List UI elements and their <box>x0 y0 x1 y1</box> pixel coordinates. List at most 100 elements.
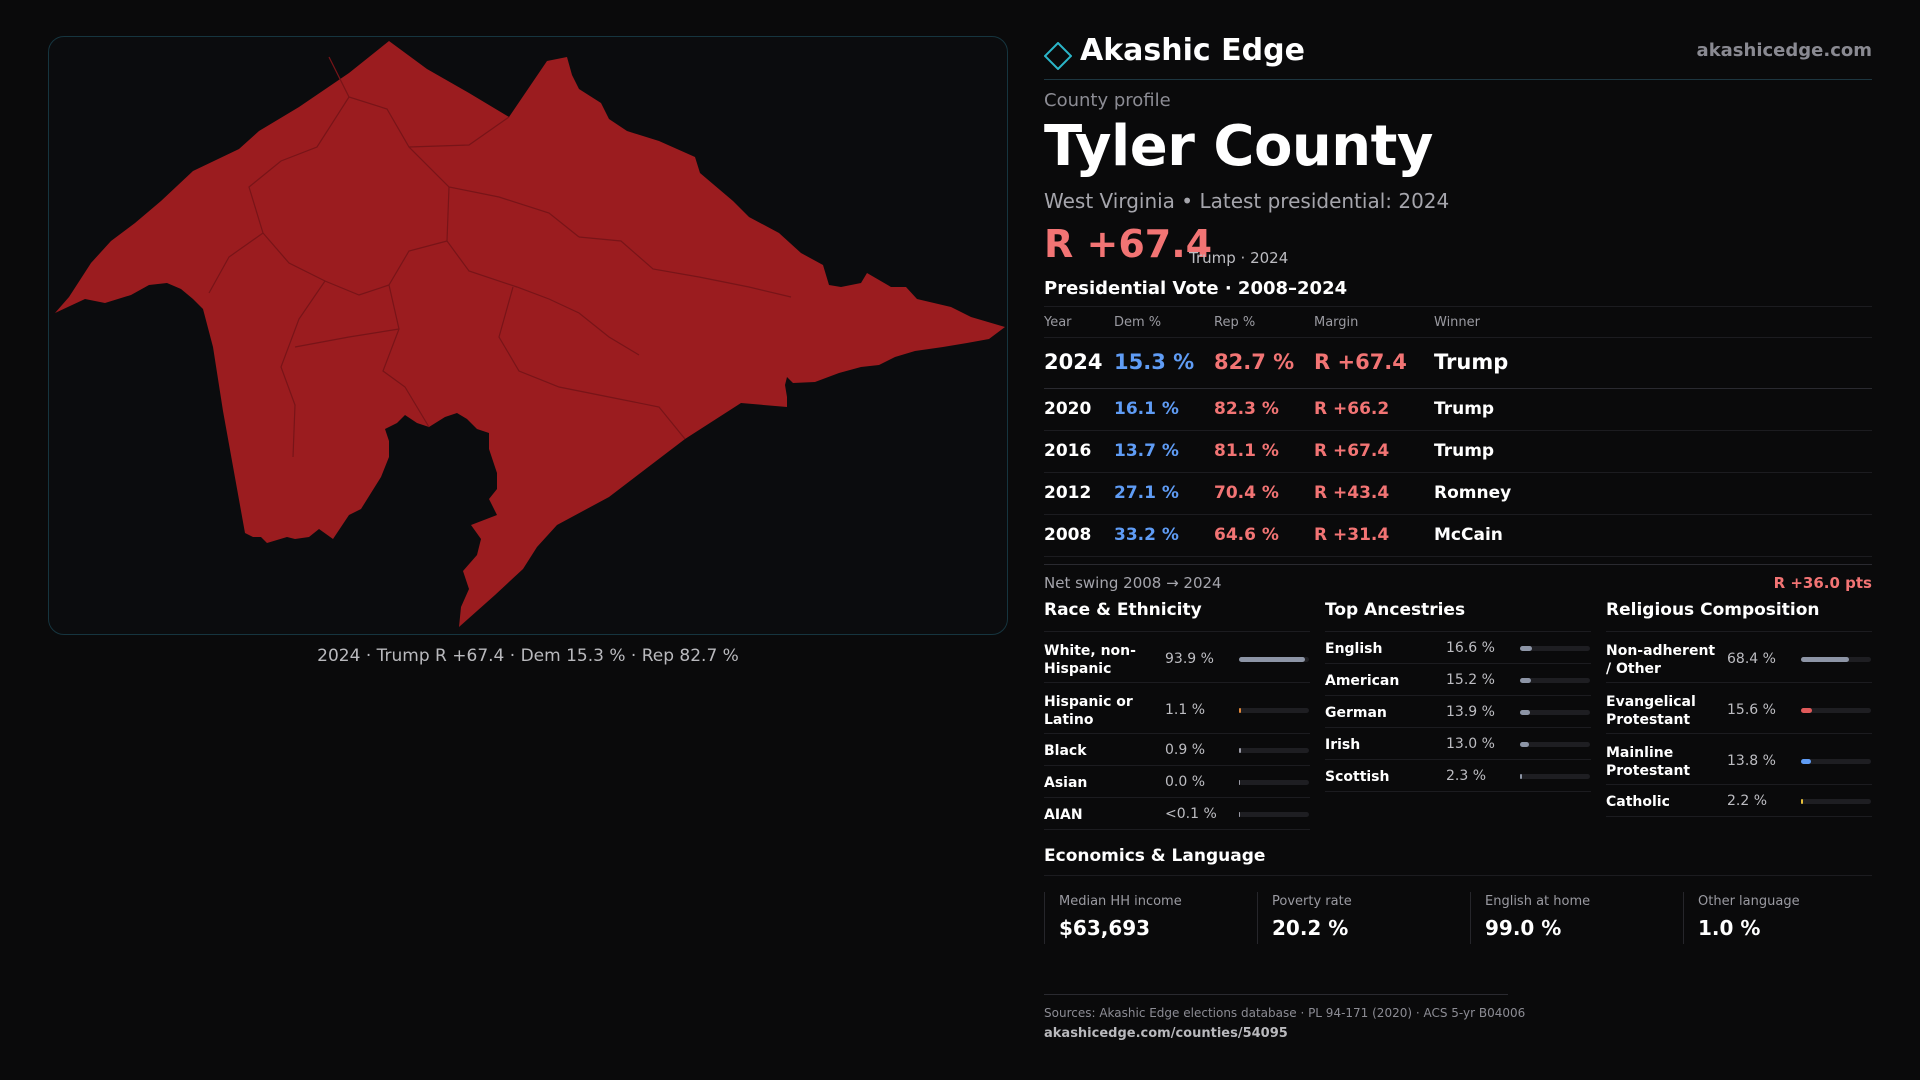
item-label: Mainline Protestant <box>1606 745 1691 779</box>
item-label: English <box>1325 641 1383 657</box>
county-map <box>55 41 1005 627</box>
item-label: German <box>1325 705 1387 721</box>
item-value: <0.1 % <box>1165 806 1217 822</box>
item-value: 13.0 % <box>1446 736 1495 752</box>
column-header-year: Year <box>1044 315 1072 330</box>
rep-cell: 70.4 % <box>1214 483 1279 503</box>
list-item: Mainline Protestant 13.8 % <box>1606 734 1872 785</box>
margin-cell: R +43.4 <box>1314 483 1390 503</box>
list-item: AIAN <0.1 % <box>1044 798 1310 830</box>
item-value: 13.8 % <box>1727 753 1776 769</box>
share-bar-fill <box>1520 646 1532 651</box>
stat-cell-other-language: Other language 1.0 % <box>1683 892 1890 944</box>
subdivision-boundaries <box>208 56 792 458</box>
share-bar <box>1801 799 1871 804</box>
margin-cell: R +66.2 <box>1314 399 1390 419</box>
item-label: Black <box>1044 743 1087 759</box>
year-cell: 2024 <box>1044 350 1103 374</box>
stat-value: 99.0 % <box>1485 916 1562 940</box>
share-bar-fill <box>1801 657 1849 662</box>
page-title: Tyler County <box>1044 114 1433 179</box>
ancestries-section: Top Ancestries English 16.6 % American 1… <box>1325 600 1591 792</box>
margin-cell: R +67.4 <box>1314 441 1390 461</box>
year-cell: 2016 <box>1044 441 1092 461</box>
share-bar <box>1520 646 1590 651</box>
item-value: 0.0 % <box>1165 774 1206 790</box>
net-swing-label: Net swing 2008 → 2024 <box>1044 574 1222 592</box>
vote-section-title: Presidential Vote · 2008–2024 <box>1044 278 1348 299</box>
section-title: Top Ancestries <box>1325 600 1591 632</box>
share-bar <box>1239 812 1309 817</box>
share-bar-fill <box>1520 678 1531 683</box>
dem-cell: 15.3 % <box>1114 350 1195 374</box>
share-bar-fill <box>1801 759 1811 764</box>
share-bar <box>1239 780 1309 785</box>
brand-url-link[interactable]: akashicedge.com <box>1696 40 1872 61</box>
item-value: 1.1 % <box>1165 702 1206 718</box>
item-value: 0.9 % <box>1165 742 1206 758</box>
margin-cell: R +31.4 <box>1314 525 1390 545</box>
item-value: 15.6 % <box>1727 702 1776 718</box>
winner-cell: Romney <box>1434 483 1512 503</box>
diamond-logo-icon <box>1044 42 1072 70</box>
share-bar-fill <box>1239 780 1241 785</box>
list-item: Catholic 2.2 % <box>1606 785 1872 817</box>
item-value: 16.6 % <box>1446 640 1495 656</box>
dem-cell: 27.1 % <box>1114 483 1179 503</box>
column-header-rep: Rep % <box>1214 315 1256 330</box>
item-value: 2.3 % <box>1446 768 1487 784</box>
table-row: 2020 16.1 % 82.3 % R +66.2 Trump <box>1044 389 1872 431</box>
share-bar-fill <box>1520 742 1530 747</box>
item-label: Catholic <box>1606 794 1670 810</box>
sources-note: Sources: Akashic Edge elections database… <box>1044 1006 1526 1020</box>
dem-cell: 33.2 % <box>1114 525 1179 545</box>
share-bar-fill <box>1239 812 1241 817</box>
list-item: American 15.2 % <box>1325 664 1591 696</box>
share-bar-fill <box>1801 799 1804 804</box>
share-bar <box>1520 710 1590 715</box>
list-item: German 13.9 % <box>1325 696 1591 728</box>
rep-cell: 82.7 % <box>1214 350 1295 374</box>
table-row: 2024 15.3 % 82.7 % R +67.4 Trump <box>1044 338 1872 389</box>
item-label: Non-adherent / Other <box>1606 643 1716 677</box>
stat-value: 20.2 % <box>1272 916 1349 940</box>
page-footer: Sources: Akashic Edge elections database… <box>1044 994 1525 1041</box>
item-label: AIAN <box>1044 807 1083 823</box>
page-subtitle: West Virginia • Latest presidential: 202… <box>1044 189 1450 213</box>
share-bar <box>1239 708 1309 713</box>
stat-cell-poverty-rate: Poverty rate 20.2 % <box>1257 892 1464 944</box>
rep-cell: 64.6 % <box>1214 525 1279 545</box>
brand-name: Akashic Edge <box>1080 33 1305 68</box>
share-bar-fill <box>1520 710 1530 715</box>
religion-section: Religious Composition Non-adherent / Oth… <box>1606 600 1872 817</box>
county-map-panel <box>48 36 1008 635</box>
item-label: White, non-Hispanic <box>1044 643 1136 677</box>
list-item: Evangelical Protestant 15.6 % <box>1606 683 1872 734</box>
item-value: 68.4 % <box>1727 651 1776 667</box>
stat-label: Median HH income <box>1059 894 1182 909</box>
year-cell: 2012 <box>1044 483 1092 503</box>
latest-margin: R +67.4 <box>1044 222 1213 266</box>
county-shape[interactable] <box>55 41 1005 627</box>
item-value: 2.2 % <box>1727 793 1768 809</box>
stat-value: $63,693 <box>1059 916 1151 940</box>
stat-label: Other language <box>1698 894 1800 909</box>
share-bar <box>1520 742 1590 747</box>
share-bar <box>1520 678 1590 683</box>
list-item: Scottish 2.3 % <box>1325 760 1591 792</box>
winner-cell: Trump <box>1434 350 1509 374</box>
winner-cell: Trump <box>1434 399 1495 419</box>
stat-label: English at home <box>1485 894 1591 909</box>
item-label: American <box>1325 673 1400 689</box>
list-item: English 16.6 % <box>1325 632 1591 664</box>
share-bar <box>1801 657 1871 662</box>
list-item: Asian 0.0 % <box>1044 766 1310 798</box>
share-bar-fill <box>1239 748 1242 753</box>
item-label: Asian <box>1044 775 1088 791</box>
item-value: 15.2 % <box>1446 672 1495 688</box>
table-row: 2012 27.1 % 70.4 % R +43.4 Romney <box>1044 473 1872 515</box>
margin-cell: R +67.4 <box>1314 350 1407 374</box>
county-page-link[interactable]: akashicedge.com/counties/54095 <box>1044 1026 1288 1041</box>
table-header: Year Dem % Rep % Margin Winner <box>1044 306 1872 338</box>
list-item: Black 0.9 % <box>1044 734 1310 766</box>
